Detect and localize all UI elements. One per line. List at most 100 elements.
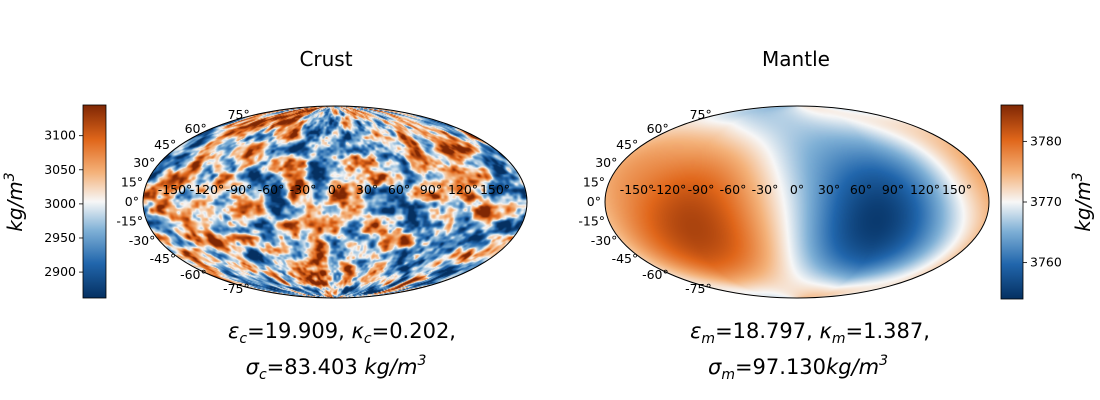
crust-density-field [143, 106, 527, 298]
mantle-caption-line2: σm=97.130kg/m3 [708, 353, 888, 383]
crust-lat-label: -60° [180, 267, 207, 282]
mantle-lon-label: -120° [652, 182, 687, 197]
mantle-colorbar-tick-label: 3760 [1030, 255, 1062, 270]
crust-lon-label: 60° [388, 182, 410, 197]
crust-lat-label: -30° [129, 233, 156, 248]
mantle-density-field [605, 106, 989, 298]
crust-kappa-sub: c [364, 331, 372, 347]
mantle-lat-label: 45° [616, 137, 638, 152]
crust-caption-line1: εc=19.909, κc=0.202, [228, 319, 456, 347]
mantle-colorbar-gradient [1000, 104, 1024, 300]
crust-lon-label: -90° [226, 182, 253, 197]
mantle-lat-label: -45° [612, 251, 639, 266]
mantle-longitude-labels: -150°-120° -90° -60° -30° 0° 30° 60° 90° 120° 150… [620, 182, 972, 197]
crust-epsilon-value: =19.909, [247, 319, 351, 343]
mantle-lon-label: 120° [910, 182, 940, 197]
mantle-lat-label: -75° [685, 281, 712, 296]
mantle-epsilon-sub: m [701, 331, 715, 347]
crust-epsilon-symbol: ε [228, 319, 239, 343]
crust-kappa-symbol: κ [352, 319, 365, 343]
mantle-sigma-sub: m [721, 367, 735, 383]
mantle-lon-label: 150° [942, 182, 972, 197]
crust-colorbar-gradient [82, 104, 107, 299]
mantle-epsilon-value: =18.797, [715, 319, 819, 343]
mantle-caption: εm=18.797, κm=1.387, σm=97.130kg/m3 [690, 319, 930, 383]
mantle-colorbar-label: kg/m3 [1070, 172, 1095, 231]
crust-lat-label: -45° [150, 251, 177, 266]
crust-lat-label: -75° [223, 281, 250, 296]
mantle-caption-line1: εm=18.797, κm=1.387, [690, 319, 930, 347]
crust-lat-label: 75° [228, 107, 250, 122]
crust-epsilon-sub: c [239, 331, 247, 347]
mantle-map-outline [604, 105, 990, 299]
mantle-latitude-labels: 75° 60° 45° 30° 15° 0° -15° -30° -45°-60° -75° [578, 107, 711, 296]
crust-panel: Crust 75°60°45°30°15°0°-15°-30°-45°-60°-… [2, 47, 528, 383]
crust-colorbar-tick-label: 3100 [44, 128, 76, 143]
mantle-epsilon-symbol: ε [690, 319, 701, 343]
crust-sigma-unit-exp: 3 [417, 353, 426, 369]
mantle-lon-label: -90° [688, 182, 715, 197]
mantle-lon-label: -30° [752, 182, 779, 197]
mantle-colorbar: 3760 3770 3780 kg/m3 [1000, 104, 1095, 300]
crust-lon-label: 120° [448, 182, 478, 197]
crust-lon-label: 150° [480, 182, 510, 197]
crust-lat-label: 15° [121, 174, 143, 189]
mantle-lon-label: -60° [720, 182, 747, 197]
mantle-lat-label: -30° [591, 233, 618, 248]
mantle-sigma-unit-exp: 3 [879, 353, 888, 369]
crust-sigma-value: =83.403 [267, 355, 365, 379]
crust-lat-label: 30° [133, 155, 155, 170]
crust-map [142, 105, 528, 299]
mantle-title: Mantle [762, 47, 830, 71]
crust-caption: εc=19.909, κc=0.202, σc=83.403 kg/m3 [228, 319, 456, 383]
mantle-lat-label: -60° [642, 267, 669, 282]
crust-kappa-value: =0.202, [372, 319, 456, 343]
mantle-lat-label: 75° [690, 107, 712, 122]
crust-colorbar-tick-label: 2950 [44, 230, 76, 245]
crust-colorbar-label: kg/m3 [2, 172, 27, 231]
mantle-map [604, 105, 990, 299]
crust-title: Crust [299, 47, 352, 71]
crust-sigma-unit: kg/m [364, 355, 417, 379]
crust-sigma-symbol: σ [246, 355, 260, 379]
mantle-lat-label: 30° [595, 155, 617, 170]
crust-lon-label: 90° [420, 182, 442, 197]
mantle-colorbar-tick-label: 3770 [1030, 194, 1062, 209]
mantle-lon-label: 30° [818, 182, 840, 197]
mantle-sigma-symbol: σ [708, 355, 722, 379]
crust-colorbar-tick-label: 3050 [44, 162, 76, 177]
mantle-lat-label: 0° [587, 194, 601, 209]
mantle-sigma-value: =97.130 [735, 355, 826, 379]
crust-map-outline [142, 105, 528, 299]
crust-lon-label: -150° [158, 182, 193, 197]
crust-lon-label: 30° [356, 182, 378, 197]
mantle-lon-label: 0° [790, 182, 804, 197]
mantle-sigma-unit: kg/m [826, 355, 879, 379]
mantle-panel: Mantle 75°60°45°30°15°0°-15°-30°-45°-60°… [578, 47, 1095, 383]
crust-sigma-sub: c [259, 367, 267, 383]
mantle-colorbar-tick-label: 3780 [1030, 133, 1062, 148]
crust-lat-label: -15° [116, 214, 143, 229]
crust-lon-label: -120° [190, 182, 225, 197]
mantle-lat-label: -15° [578, 214, 605, 229]
crust-colorbar-tick-label: 2900 [44, 264, 76, 279]
crust-lon-label: 0° [328, 182, 342, 197]
mantle-lon-label: -150° [620, 182, 655, 197]
crust-longitude-labels: -150°-120° -90° -60° -30° 0° 30° 60° 90° 120° 150… [158, 182, 510, 197]
crust-colorbar: 2900 2950 3000 3050 3100 kg/m3 [2, 104, 107, 299]
mantle-lon-label: 90° [882, 182, 904, 197]
crust-lat-label: 45° [154, 137, 176, 152]
mantle-lon-label: 60° [850, 182, 872, 197]
crust-latitude-labels: 75° 60° 45° 30° 15° 0° -15° -30° -45°-60° -75° [116, 107, 249, 296]
mantle-lat-label: 15° [583, 174, 605, 189]
crust-lat-label: 60° [185, 121, 207, 136]
mantle-kappa-value: =1.387, [846, 319, 930, 343]
mantle-lat-label: 60° [647, 121, 669, 136]
crust-lat-label: 0° [125, 194, 139, 209]
crust-lon-label: -30° [290, 182, 317, 197]
crust-caption-line2: σc=83.403 kg/m3 [246, 353, 427, 383]
mantle-kappa-symbol: κ [820, 319, 833, 343]
crust-colorbar-tick-label: 3000 [44, 196, 76, 211]
crust-lon-label: -60° [258, 182, 285, 197]
